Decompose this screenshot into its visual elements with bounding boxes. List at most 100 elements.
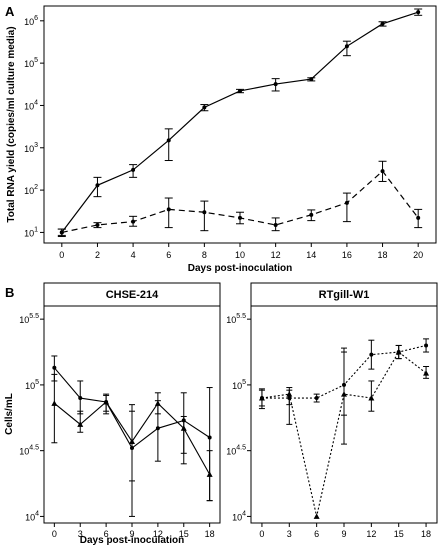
data-point-circle <box>155 426 160 431</box>
tick-base: 10 <box>19 447 29 457</box>
tick-exponent: 4 <box>35 510 39 517</box>
x-tick-label: 12 <box>153 529 163 539</box>
data-point <box>344 200 349 205</box>
tick-base: 10 <box>232 381 242 391</box>
plot-frame <box>43 5 437 244</box>
data-point-triangle <box>423 370 430 376</box>
facet-title: RTgill-W1 <box>319 289 370 301</box>
data-point-triangle <box>258 395 265 401</box>
data-point-circle <box>207 435 212 440</box>
x-tick-label: 15 <box>179 529 189 539</box>
tick-base: 10 <box>19 315 29 325</box>
data-point <box>238 88 242 93</box>
x-tick-label: 8 <box>202 250 207 260</box>
y-tick-label: 106 <box>24 15 38 27</box>
tick-exponent: 1 <box>34 226 38 233</box>
data-point <box>131 167 136 172</box>
tick-exponent: 4 <box>242 510 246 517</box>
tick-base: 10 <box>24 17 34 27</box>
x-tick-label: 0 <box>52 529 57 539</box>
data-point <box>309 77 314 82</box>
data-point <box>202 210 207 215</box>
x-tick-label: 18 <box>421 529 431 539</box>
x-axis-title: Days post-inoculation <box>188 263 292 274</box>
tick-exponent: 2 <box>34 184 38 191</box>
y-tick-label: 105.5 <box>19 313 39 325</box>
data-point-triangle <box>129 438 135 444</box>
panel-letter-b: B <box>5 285 14 300</box>
tick-exponent: 5 <box>35 379 39 386</box>
data-point <box>416 10 421 15</box>
data-point-circle <box>369 352 374 357</box>
data-point <box>202 105 207 110</box>
series-line <box>61 11 419 233</box>
data-point <box>131 219 136 224</box>
data-point <box>380 169 385 174</box>
y-tick-label: 104 <box>24 99 38 111</box>
tick-exponent: 5.5 <box>29 313 39 320</box>
x-tick-label: 12 <box>271 250 281 260</box>
x-tick-label: 16 <box>342 250 352 260</box>
data-point-circle <box>424 343 429 348</box>
data-point-triangle <box>77 421 84 427</box>
data-point-triangle <box>206 471 213 477</box>
data-point <box>344 44 349 49</box>
y-axis-title: Total RNA yield (copies/ml culture media… <box>6 26 17 222</box>
tick-base: 10 <box>232 512 242 522</box>
x-tick-label: 2 <box>95 250 100 260</box>
y-tick-label: 101 <box>24 226 38 238</box>
data-point <box>273 222 278 227</box>
y-tick-label: 103 <box>24 142 38 154</box>
x-tick-label: 14 <box>306 250 316 260</box>
y-tick-label: 105 <box>25 379 39 391</box>
tick-base: 10 <box>25 512 35 522</box>
panel-letter-a: A <box>5 4 15 19</box>
data-point-circle <box>78 396 83 401</box>
x-tick-label: 3 <box>287 529 292 539</box>
y-tick-label: 104.5 <box>19 445 39 457</box>
tick-exponent: 3 <box>34 142 38 149</box>
tick-exponent: 4.5 <box>236 445 246 452</box>
tick-base: 10 <box>24 101 34 111</box>
data-point-triangle <box>154 400 161 406</box>
data-point <box>59 230 64 235</box>
x-tick-label: 6 <box>314 529 319 539</box>
x-tick-label: 18 <box>205 529 215 539</box>
data-point-triangle <box>368 395 375 401</box>
data-point <box>95 183 100 188</box>
tick-exponent: 4 <box>34 99 38 106</box>
y-tick-label: 104.5 <box>226 445 246 457</box>
data-point-triangle <box>51 400 58 406</box>
data-point-triangle <box>341 391 347 397</box>
data-point-circle <box>52 365 57 370</box>
data-point-triangle <box>103 399 110 405</box>
tick-base: 10 <box>24 228 34 238</box>
x-tick-label: 0 <box>259 529 264 539</box>
tick-exponent: 5 <box>34 57 38 64</box>
y-axis-title-b: Cells/mL <box>4 393 15 435</box>
tick-base: 10 <box>226 315 236 325</box>
x-tick-label: 0 <box>59 250 64 260</box>
tick-base: 10 <box>24 186 34 196</box>
data-point <box>166 138 171 143</box>
data-point-circle <box>314 396 319 401</box>
x-tick-label: 6 <box>166 250 171 260</box>
x-tick-label: 9 <box>129 529 134 539</box>
x-tick-label: 12 <box>366 529 376 539</box>
data-point <box>416 215 421 220</box>
data-point-triangle <box>395 349 402 355</box>
data-point <box>309 212 314 217</box>
panel-b: B <box>5 285 14 300</box>
y-tick-label: 102 <box>24 184 38 196</box>
data-point-triangle <box>180 425 187 431</box>
y-tick-label: 105 <box>24 57 38 69</box>
data-point <box>273 82 278 87</box>
tick-exponent: 6 <box>34 15 38 22</box>
x-tick-label: 6 <box>104 529 109 539</box>
x-tick-label: 15 <box>394 529 404 539</box>
facet-title: CHSE-214 <box>106 289 159 301</box>
tick-base: 10 <box>226 447 236 457</box>
